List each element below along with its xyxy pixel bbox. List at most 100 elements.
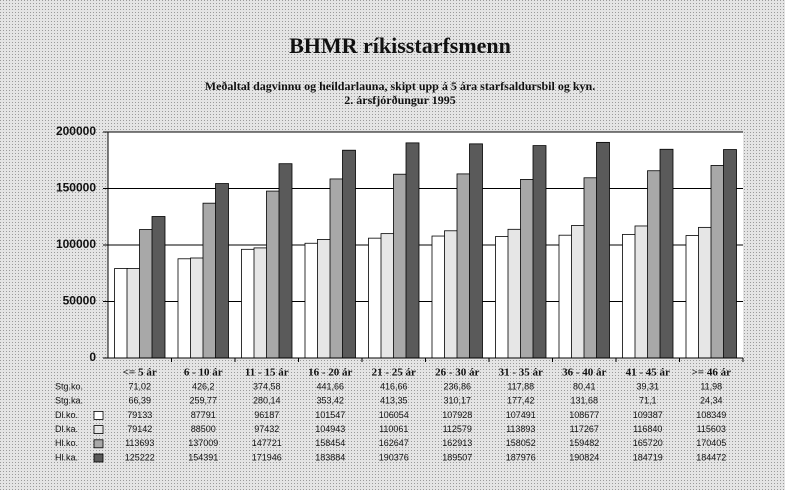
x-tick-label: 41 - 45 ár [626,367,670,379]
table-cell: 416,66 [380,381,408,391]
bar [114,268,128,359]
bar [444,230,458,359]
table-cell: 117267 [570,424,599,434]
bar [431,235,446,359]
table-cell: 106054 [379,410,409,420]
table-cell: 441,66 [316,381,344,391]
x-tick-label: 36 - 40 ár [562,367,606,379]
table-cell: 116840 [633,424,662,434]
table-cell: 162913 [442,438,472,448]
bar [329,178,344,359]
bar [253,247,268,359]
table-cell: 310,17 [443,396,471,406]
table-cell: 110061 [379,424,408,434]
table-cell: 96187 [254,410,279,420]
table-cell: 187976 [506,452,536,462]
y-tick-label: 150000 [56,181,96,195]
table-cell: 71,02 [128,381,151,391]
table-cell: 108349 [696,410,726,420]
bar [317,239,331,359]
bar [698,226,712,359]
bar [520,179,534,359]
table-cell: 107491 [506,410,536,420]
table-row-label: Stg.ka. [55,396,83,406]
table-cell: 107928 [442,410,472,420]
bar [266,190,280,359]
bar [685,235,700,359]
x-tick-label: 16 - 20 ár [308,367,352,379]
table-cell: 115603 [697,424,726,434]
x-tick-label: 26 - 30 ár [435,367,479,379]
bar [405,142,420,359]
legend-label: Dl.ko. [55,410,78,420]
bar [241,248,255,359]
table-cell: 104943 [315,424,345,434]
table-cell: 137009 [188,438,218,448]
legend-label: Hl.ko. [55,438,78,448]
bar [368,237,382,359]
chart-subtitle: 2. ársfjórðungur 1995 [344,93,455,107]
bar [469,143,483,359]
legend-swatch [93,425,104,435]
bar [558,234,573,359]
bar [723,149,737,359]
table-cell: 101547 [315,410,345,420]
table-cell: 79133 [127,410,152,420]
legend-label: Dl.ka. [55,424,78,434]
bar [495,236,509,359]
table-cell: 108677 [569,410,599,420]
x-tick-label: 11 - 15 ár [245,367,289,379]
table-cell: 170405 [696,438,726,448]
y-tick-label: 100000 [56,237,96,251]
table-cell: 165720 [633,438,663,448]
bar [710,165,725,359]
table-cell: 426,2 [192,381,215,391]
table-cell: 88500 [191,424,216,434]
bar [507,228,522,359]
bar [393,173,407,359]
table-row-label: Stg.ko. [55,381,83,391]
bar [380,233,395,359]
table-cell: 236,86 [443,381,471,391]
y-tick-label: 50000 [63,294,97,308]
x-tick-label: 21 - 25 ár [372,367,416,379]
bar [659,148,674,359]
bar [583,177,598,359]
table-cell: 125222 [125,452,155,462]
table-cell: 413,35 [380,396,408,406]
bar [202,202,217,359]
y-tick-label: 0 [89,350,96,364]
bar [596,141,610,359]
table-cell: 71,1 [639,396,657,406]
table-cell: 159482 [569,438,599,448]
table-cell: 39,31 [636,381,659,391]
chart-title: BHMR ríkisstarfsmenn [289,33,511,58]
bar [622,233,636,359]
bar [456,173,471,359]
x-tick-label: >= 46 ár [692,367,732,379]
table-cell: 189507 [442,452,472,462]
chart-subtitle: Meðaltal dagvinnu og heildarlauna, skipt… [205,79,595,93]
bar [634,225,649,359]
bar [532,145,547,359]
table-cell: 353,42 [316,396,344,406]
table-cell: 162647 [379,438,409,448]
bar [190,257,204,359]
table-cell: 158052 [506,438,536,448]
table-cell: 259,77 [189,396,217,406]
table-cell: 131,68 [570,396,598,406]
table-cell: 147721 [252,438,282,448]
legend-swatch [93,410,104,420]
bar [342,149,356,359]
bar [126,268,141,359]
table-cell: 80,41 [573,381,596,391]
bar [304,242,319,359]
bar [278,163,293,359]
x-tick-label: 6 - 10 ár [184,367,223,379]
bar [571,225,585,359]
x-tick-label: <= 5 ár [123,367,157,379]
bar [139,229,153,359]
table-cell: 66,39 [128,396,151,406]
table-cell: 158454 [315,438,345,448]
